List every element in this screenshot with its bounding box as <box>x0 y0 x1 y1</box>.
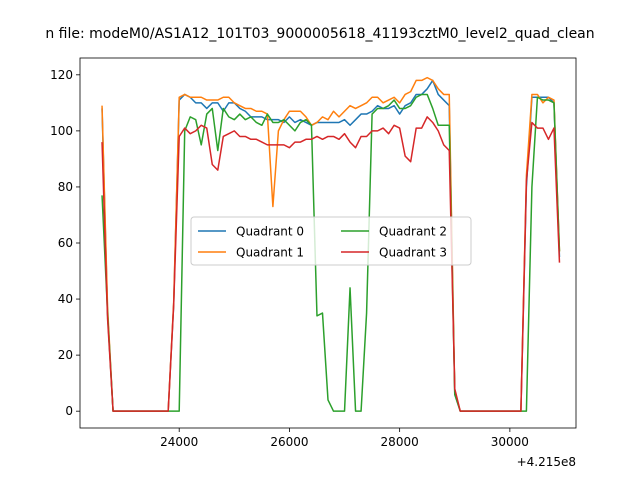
x-axis-offset-label: +4.215e8 <box>517 455 576 469</box>
y-axis: 0 20 40 60 80 100 120 <box>50 68 80 418</box>
y-tick-label: 20 <box>58 348 73 362</box>
legend-label-quadrant-2: Quadrant 2 <box>379 225 447 239</box>
x-tick-label: 28000 <box>381 435 419 449</box>
series-layer <box>101 76 561 412</box>
legend-label-quadrant-1: Quadrant 1 <box>236 246 304 260</box>
legend-label-quadrant-3: Quadrant 3 <box>379 246 447 260</box>
x-axis: 24000 26000 28000 30000 <box>160 428 529 449</box>
y-tick-label: 40 <box>58 292 73 306</box>
legend: Quadrant 0 Quadrant 1 Quadrant 2 Quadrant 3 <box>190 216 472 266</box>
y-tick-label: 0 <box>65 404 73 418</box>
x-tick-label: 24000 <box>160 435 198 449</box>
y-tick-label: 120 <box>50 68 73 82</box>
y-tick-label: 100 <box>50 124 73 138</box>
chart-title: n file: modeM0/AS1A12_101T03_9000005618_… <box>45 26 594 42</box>
x-tick-label: 30000 <box>491 435 529 449</box>
x-tick-label: 26000 <box>270 435 308 449</box>
y-tick-label: 60 <box>58 236 73 250</box>
legend-frame <box>190 216 472 266</box>
y-tick-label: 80 <box>58 180 73 194</box>
legend-label-quadrant-0: Quadrant 0 <box>236 225 304 239</box>
series-line-quadrant-3 <box>101 116 561 412</box>
